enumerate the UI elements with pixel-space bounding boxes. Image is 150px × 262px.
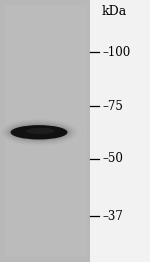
Text: –37: –37 <box>102 210 123 223</box>
Ellipse shape <box>2 120 76 145</box>
Text: –50: –50 <box>102 152 123 165</box>
Ellipse shape <box>7 123 71 142</box>
Ellipse shape <box>0 116 81 148</box>
Ellipse shape <box>4 121 74 144</box>
Bar <box>4 5 87 257</box>
Ellipse shape <box>5 122 73 143</box>
Ellipse shape <box>9 124 69 141</box>
Ellipse shape <box>0 119 78 146</box>
Text: –100: –100 <box>102 46 130 59</box>
Bar <box>0 0 90 262</box>
Text: –75: –75 <box>102 100 123 113</box>
Ellipse shape <box>11 125 68 139</box>
Ellipse shape <box>0 118 80 147</box>
Ellipse shape <box>26 128 55 134</box>
Text: kDa: kDa <box>102 5 127 18</box>
